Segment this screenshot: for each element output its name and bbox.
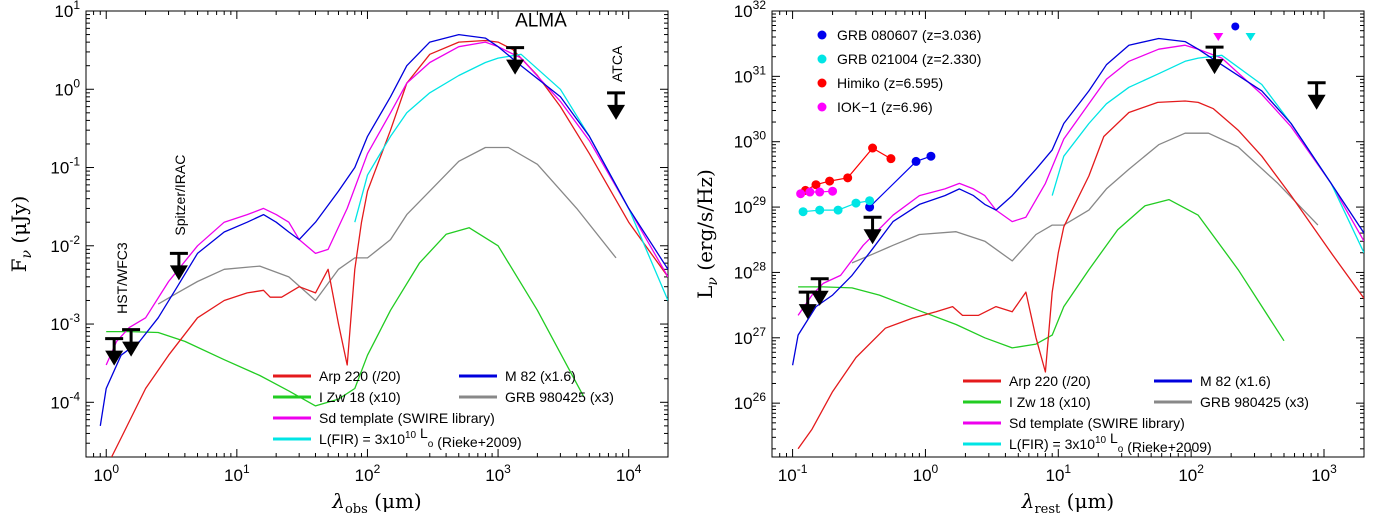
right-scatter-point	[865, 196, 875, 206]
right-scatter-legend-marker	[817, 78, 827, 88]
right-upper-limit-arrow	[1307, 81, 1326, 110]
left-x-tick-label: 101	[224, 462, 250, 485]
right-series-line	[791, 37, 1364, 366]
left-x-tick-label: 100	[93, 462, 119, 485]
right-y-tick-label: 1029	[734, 194, 767, 217]
right-upper-limit-arrow	[1205, 45, 1224, 75]
right-marker	[1245, 33, 1256, 42]
left-upper-limit-arrow	[122, 328, 141, 357]
left-upper-limit-arrow	[607, 91, 626, 120]
right-scatter-point	[851, 198, 861, 208]
left-annotation: ATCA	[609, 45, 625, 82]
right-scatter-point	[926, 151, 936, 161]
right-legend-entry: L(FIR) = 3x1010 Lo (Rieke+2009)	[1009, 430, 1212, 455]
right-y-tick-label: 1031	[734, 63, 767, 86]
right-scatter-point	[886, 154, 896, 164]
right-series-line	[797, 100, 1364, 450]
left-y-tick-label: 10-3	[50, 311, 80, 334]
left-series-line	[111, 39, 668, 457]
left-legend: Arp 220 (/20) M 82 (x1.6) I Zw 18 (x10) GRB…	[273, 368, 614, 450]
right-x-tick-label: 102	[1178, 462, 1204, 485]
right-axes-box	[771, 10, 1365, 458]
right-scatter-legend: GRB 080607 (z=3.036) GRB 021004 (z=2.330)…	[817, 27, 981, 115]
left-x-axis-label: λobs (μm)	[331, 489, 421, 517]
right-upper-limit-arrow	[863, 215, 882, 245]
right-scatter-point	[911, 156, 921, 166]
left-x-tick-label: 104	[616, 462, 642, 485]
right-marker	[1231, 22, 1240, 31]
left-legend-entry: I Zw 18 (x10)	[319, 389, 401, 405]
right-y-tick-label: 1027	[734, 325, 767, 348]
right-scatter-legend-entry: Himiko (z=6.595)	[837, 75, 943, 91]
right-scatter-line	[800, 190, 833, 195]
right-x-tick-label: 101	[1045, 462, 1071, 485]
right-y-tick-label: 1028	[734, 259, 767, 282]
right-legend-entry: Sd template (SWIRE library)	[1009, 415, 1185, 431]
left-axes-box	[85, 10, 669, 458]
right-scatter-point	[825, 176, 835, 186]
right-legend-entry: Arp 220 (/20)	[1009, 373, 1091, 389]
left-y-tick-label: 10-4	[50, 389, 80, 412]
left-series-line	[99, 33, 668, 427]
left-y-tick-label: 101	[54, 0, 80, 21]
right-scatter-legend-entry: GRB 021004 (z=2.330)	[837, 51, 981, 67]
left-series-group	[99, 33, 668, 457]
left-legend-entry: M 82 (x1.6)	[505, 368, 576, 384]
left-upper-limit-arrow	[506, 46, 525, 75]
right-y-axis-label: Lν (erg/s/Hz)	[693, 169, 721, 299]
right-scatter-line	[869, 155, 932, 208]
right-scatter-legend-marker	[817, 30, 827, 40]
right-scatter-point	[815, 187, 825, 197]
right-scatter-point	[843, 173, 853, 183]
left-upper-limit-arrow	[105, 337, 124, 366]
right-x-tick-label: 10-1	[778, 462, 808, 485]
right-legend-entry: I Zw 18 (x10)	[1009, 394, 1091, 410]
left-upper-limit-arrow	[169, 251, 188, 281]
right-scatter-point	[815, 205, 825, 215]
left-legend-entry: L(FIR) = 3x1010 Lo (Rieke+2009)	[319, 425, 522, 450]
left-x-tick-label: 102	[355, 462, 381, 485]
right-series-line	[851, 132, 1319, 264]
right-scatter-point	[811, 180, 821, 190]
left-annotation: HST/WFC3	[114, 242, 130, 314]
right-scatter-point	[798, 207, 808, 217]
right-y-tick-label: 1030	[734, 129, 767, 152]
right-upper-limit-arrow	[810, 277, 829, 306]
left-panel: 10010110210310410-410-310-210-1100101102…	[7, 0, 669, 517]
right-legend-entry: GRB 980425 (x3)	[1200, 394, 1309, 410]
right-marker	[1213, 33, 1224, 42]
right-y-tick-label: 1026	[734, 390, 767, 413]
right-scatter-point	[868, 143, 878, 153]
right-legend-entry: M 82 (x1.6)	[1200, 373, 1271, 389]
right-scatter-point	[805, 187, 815, 197]
right-scatter-legend-entry: IOK−1 (z=6.96)	[837, 99, 933, 115]
left-y-tick-label: 10-2	[50, 233, 80, 256]
right-x-tick-label: 103	[1311, 462, 1337, 485]
right-x-axis-label: λrest (μm)	[1021, 489, 1114, 517]
left-legend-entry: Sd template (SWIRE library)	[319, 410, 495, 426]
right-scatter-point	[833, 205, 843, 215]
right-series-line	[798, 198, 1285, 349]
right-y-tick-label: 1032	[734, 0, 767, 21]
left-annotation: ALMA	[515, 10, 567, 31]
left-y-tick-label: 100	[54, 76, 80, 99]
left-y-tick-label: 10-1	[50, 155, 80, 178]
left-x-tick-label: 103	[485, 462, 511, 485]
left-legend-entry: GRB 980425 (x3)	[505, 389, 614, 405]
right-scatter-point	[828, 186, 838, 196]
right-x-tick-label: 100	[913, 462, 939, 485]
left-annotation: Spitzer/IRAC	[172, 155, 188, 236]
right-panel: 10-1 100 101 102 103 1026 1027 1028 1029 1030 1031…	[693, 0, 1365, 517]
left-series-line	[157, 146, 617, 305]
right-scatter-legend-marker	[817, 102, 827, 112]
left-y-axis-label: Fν (μJy)	[7, 196, 35, 273]
left-legend-entry: Arp 220 (/20)	[319, 368, 401, 384]
right-scatter-legend-marker	[817, 54, 827, 64]
right-legend: Arp 220 (/20) M 82 (x1.6) I Zw 18 (x10) GRB…	[963, 373, 1309, 455]
right-scatter-legend-entry: GRB 080607 (z=3.036)	[837, 27, 981, 43]
right-scatter-point	[796, 189, 806, 199]
